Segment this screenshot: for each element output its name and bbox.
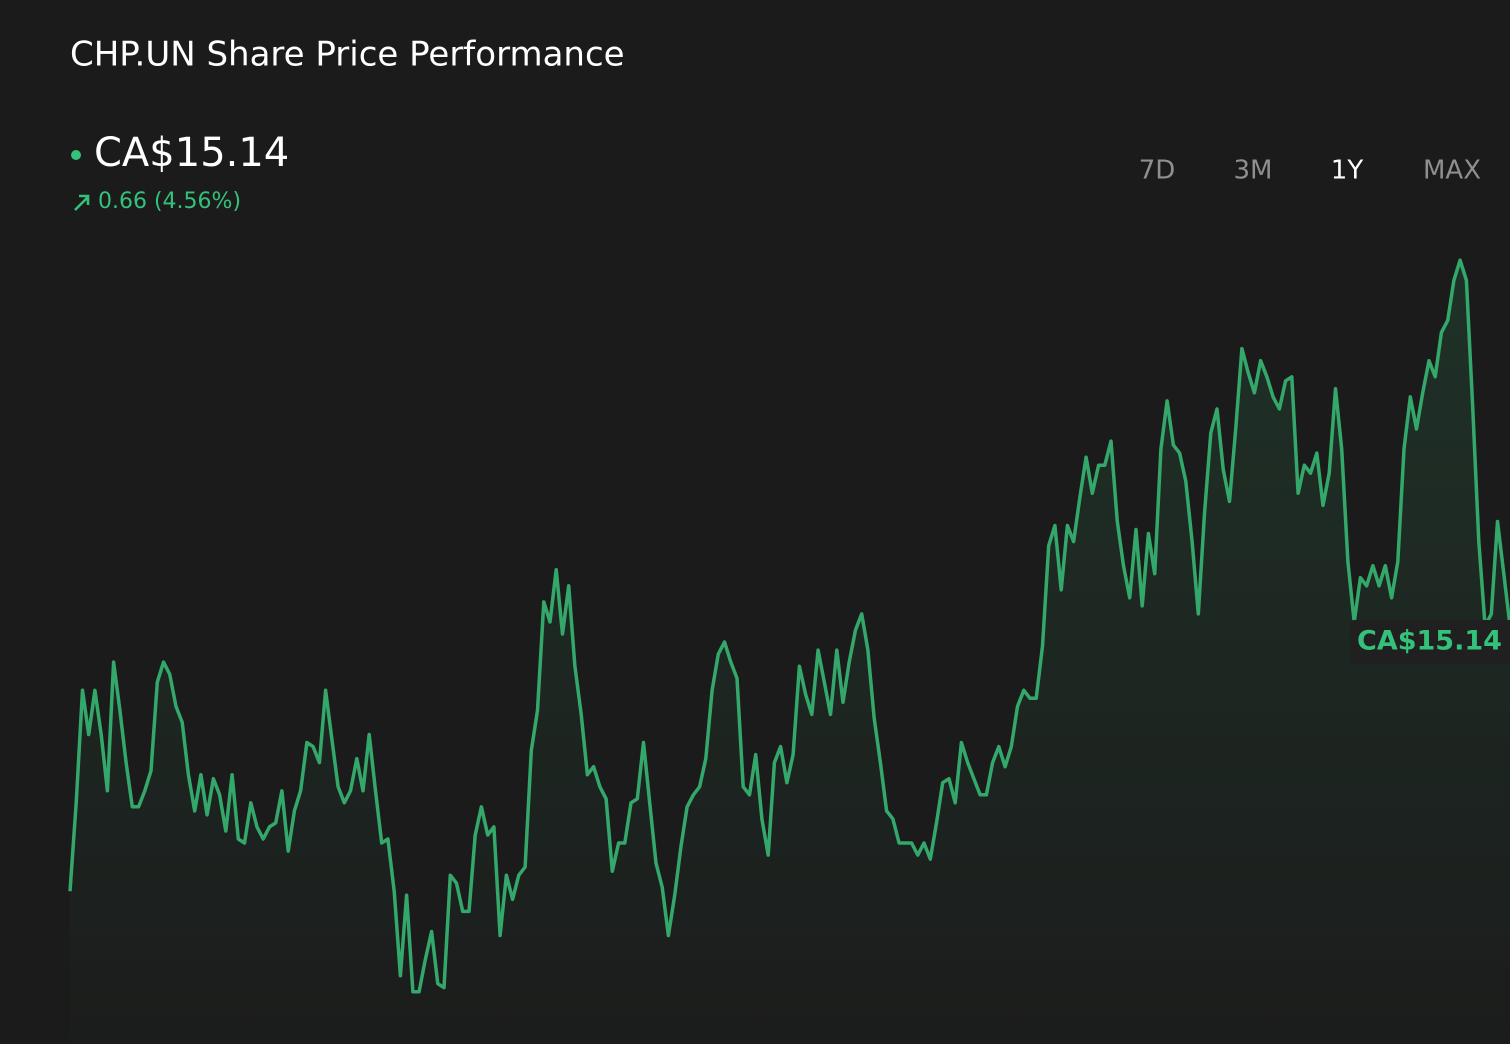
- price-line: [68, 258, 1510, 994]
- badge-label: CA$15.14: [1357, 626, 1502, 657]
- range-button[interactable]: 7D: [1139, 156, 1176, 186]
- up-arrow-icon: [74, 194, 90, 211]
- price-area: [70, 260, 1510, 1044]
- last-price-badge: CA$15.14: [1350, 620, 1510, 664]
- chart-title: CHP.UN Share Price Performance: [70, 35, 625, 75]
- badge-background: [1350, 620, 1510, 664]
- range-button[interactable]: 1Y: [1331, 156, 1364, 186]
- current-price: CA$15.14: [94, 130, 289, 176]
- range-button[interactable]: 3M: [1234, 156, 1273, 186]
- plot-area: [68, 258, 1510, 1044]
- range-button[interactable]: MAX: [1423, 156, 1481, 186]
- status-dot: [71, 150, 81, 160]
- range-selector: 7D 3M 1Y MAX: [1139, 156, 1481, 186]
- price-change: 0.66 (4.56%): [98, 189, 241, 214]
